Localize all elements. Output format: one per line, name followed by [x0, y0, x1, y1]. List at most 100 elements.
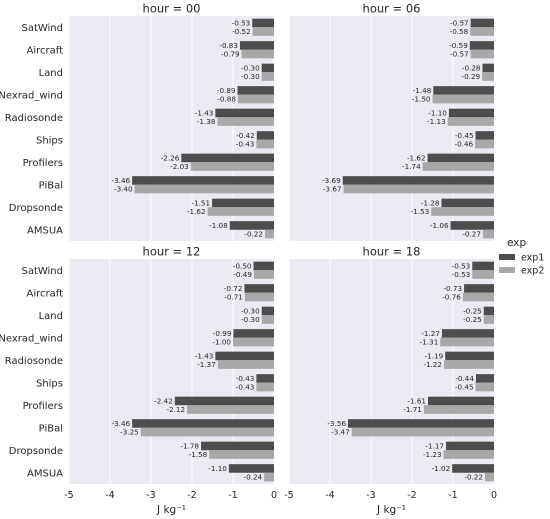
value-label: -1.27: [421, 329, 440, 338]
value-label: -1.61: [407, 397, 426, 406]
value-label: -1.50: [412, 95, 431, 104]
bar-exp2: [134, 184, 274, 194]
category-label: PiBal: [39, 423, 63, 434]
bar-exp1: [229, 221, 274, 230]
bar-exp2: [422, 162, 494, 171]
bar-exp2: [472, 270, 494, 279]
bar-exp2: [187, 405, 274, 414]
bar-exp2: [241, 49, 274, 59]
category-label: Profilers: [23, 401, 63, 412]
value-label: -1.23: [423, 450, 442, 459]
bar-exp1: [469, 41, 494, 50]
value-label: -0.43: [236, 383, 255, 392]
panel-title: hour = 18: [363, 245, 421, 259]
value-label: -1.02: [432, 464, 451, 473]
value-label: -1.48: [413, 86, 432, 95]
x-axis-label: J kg⁻¹: [156, 504, 186, 516]
value-label: -1.74: [402, 162, 421, 171]
value-label: -1.10: [428, 109, 447, 118]
bar-exp2: [470, 27, 494, 36]
bar-exp2: [443, 450, 494, 459]
bar-exp2: [253, 270, 274, 279]
bar-exp2: [475, 382, 494, 392]
category-label: Ships: [36, 135, 63, 146]
bar-exp2: [256, 139, 274, 149]
bar-exp2: [343, 184, 494, 194]
bar-exp2: [190, 162, 274, 171]
value-label: -3.67: [323, 185, 342, 194]
value-label: -0.50: [233, 262, 252, 271]
value-label: -1.17: [425, 442, 444, 451]
value-label: -3.69: [322, 176, 341, 185]
bar-exp1: [233, 329, 274, 338]
bar-exp1: [475, 131, 494, 140]
bar-exp1: [174, 396, 274, 406]
value-label: -0.58: [450, 27, 469, 36]
legend-swatch-exp1: [499, 254, 515, 260]
bar-exp2: [209, 450, 274, 459]
value-label: -2.42: [154, 397, 173, 406]
value-label: -0.79: [221, 50, 240, 59]
bar-exp1: [256, 131, 274, 140]
value-label: -1.13: [427, 117, 446, 126]
bar-exp2: [237, 94, 274, 104]
bar-exp1: [441, 198, 494, 208]
bar-exp2: [140, 427, 274, 437]
bar-exp1: [212, 198, 274, 208]
bar-exp1: [253, 261, 274, 271]
category-label: SatWind: [21, 266, 63, 277]
value-label: -1.22: [423, 360, 442, 369]
value-label: -0.30: [241, 64, 260, 73]
category-label: Radiosonde: [5, 113, 63, 124]
value-label: -2.12: [166, 405, 185, 414]
x-tick-label: -3: [366, 490, 375, 501]
bar-exp2: [483, 315, 494, 324]
bar-exp1: [244, 284, 274, 293]
bar-exp1: [475, 374, 494, 383]
panel-title: hour = 06: [363, 2, 421, 16]
bar-exp2: [484, 472, 494, 482]
bar-exp1: [441, 329, 494, 338]
bar-exp1: [261, 63, 274, 73]
category-label: Dropsonde: [9, 203, 63, 214]
category-label: SatWind: [21, 23, 63, 34]
value-label: -3.47: [331, 428, 350, 437]
category-label: Land: [39, 68, 63, 79]
value-label: -0.22: [464, 473, 483, 482]
value-label: -3.46: [112, 176, 131, 185]
bar-exp1: [132, 176, 274, 185]
bar-exp2: [432, 94, 494, 104]
value-label: -0.88: [217, 95, 236, 104]
value-label: -0.53: [232, 19, 251, 28]
bar-exp1: [427, 396, 494, 406]
bar-exp1: [132, 419, 274, 428]
bar-exp1: [252, 18, 274, 28]
value-label: -0.57: [450, 19, 469, 28]
value-label: -1.51: [191, 199, 210, 208]
bar-exp1: [445, 351, 494, 361]
category-label: Land: [39, 311, 63, 322]
legend-label-exp2: exp2: [521, 266, 544, 277]
value-label: -0.73: [443, 284, 462, 293]
legend: exp exp1 exp2: [499, 237, 544, 277]
x-tick-label: -5: [284, 490, 293, 501]
value-label: -1.37: [197, 360, 216, 369]
bar-exp1: [181, 153, 274, 163]
value-label: -1.53: [411, 207, 430, 216]
x-tick-label: -3: [146, 490, 155, 501]
x-tick-label: -1: [448, 490, 457, 501]
panel-2: hour = 12 SatWind Aircraft Land Nexrad_wind R…: [0, 245, 277, 517]
value-label: -1.06: [430, 221, 449, 230]
bar-exp1: [450, 221, 494, 230]
bar-exp1: [215, 351, 274, 361]
bar-exp1: [483, 306, 494, 316]
bar-exp2: [470, 49, 494, 59]
panel-title: hour = 00: [143, 2, 201, 16]
value-label: -0.72: [224, 284, 243, 293]
value-label: -0.25: [463, 307, 482, 316]
value-label: -1.43: [195, 109, 214, 118]
value-label: -1.78: [180, 442, 199, 451]
bar-exp2: [252, 27, 274, 36]
bar-exp1: [348, 419, 494, 428]
bar-exp2: [261, 315, 274, 324]
